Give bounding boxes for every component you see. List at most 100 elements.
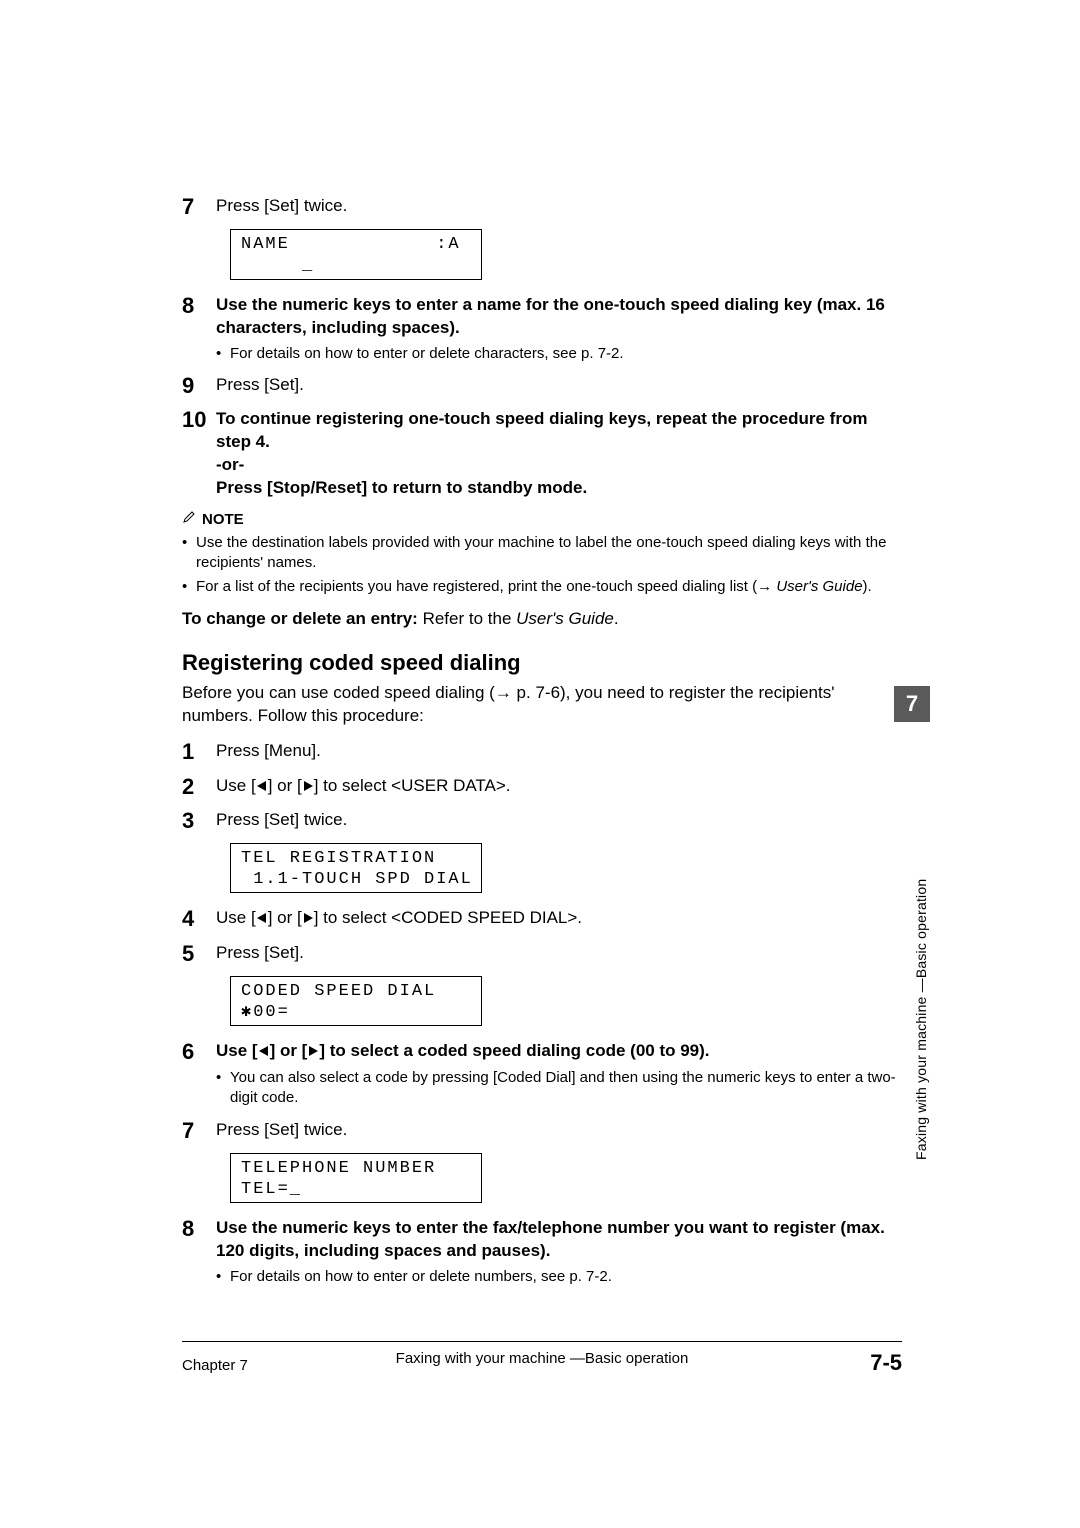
lcd-display-3: CODED SPEED DIAL ✱00= xyxy=(230,976,482,1027)
footer-page-number: 7-5 xyxy=(870,1350,902,1376)
step-body: Use [] or [] to select a coded speed dia… xyxy=(216,1040,902,1108)
step-title: Use the numeric keys to enter a name for… xyxy=(216,294,902,340)
step-number: 7 xyxy=(182,195,216,219)
footer-title: Faxing with your machine —Basic operatio… xyxy=(396,1350,689,1367)
note-header: NOTE xyxy=(182,510,902,529)
page-footer: Chapter 7 Faxing with your machine —Basi… xyxy=(182,1341,902,1376)
triangle-right-icon xyxy=(302,776,314,799)
bullet-text: For details on how to enter or delete nu… xyxy=(230,1267,902,1287)
step-number: 7 xyxy=(182,1119,216,1143)
text: For a list of the recipients you have re… xyxy=(196,578,757,595)
bullet-dot: • xyxy=(216,1267,230,1287)
footer-chapter: Chapter 7 xyxy=(182,1357,248,1374)
bullet-dot: • xyxy=(216,344,230,364)
triangle-right-icon xyxy=(307,1041,319,1064)
lcd-line: _ xyxy=(241,256,314,275)
step-number: 8 xyxy=(182,294,216,364)
step-title: Use [ ] or [ ] to select <USER DATA>. xyxy=(216,775,902,799)
text: ). xyxy=(863,578,872,595)
text: Before you can use coded speed dialing ( xyxy=(182,683,495,702)
step-8a: 8 Use the numeric keys to enter a name f… xyxy=(182,294,902,364)
step-title: Press [Set] twice. xyxy=(216,809,902,833)
bullet: • For details on how to enter or delete … xyxy=(216,344,902,364)
step-1b: 1 Press [Menu]. xyxy=(182,740,902,764)
lcd-display-1: NAME :A _ xyxy=(230,229,482,280)
lcd-display-2: TEL REGISTRATION 1.1-TOUCH SPD DIAL xyxy=(230,843,482,894)
step-title: Press [Set] twice. xyxy=(216,1119,902,1143)
section-heading: Registering coded speed dialing xyxy=(182,650,902,676)
note-bullets: • Use the destination labels provided wi… xyxy=(182,533,902,598)
bullet-dot: • xyxy=(182,577,196,597)
text: Use [ xyxy=(216,1041,258,1060)
text: ] or [ xyxy=(268,776,302,795)
bullet-text: For details on how to enter or delete ch… xyxy=(230,344,902,364)
step-title: Press [Set] twice. xyxy=(216,195,902,219)
bullet: • For details on how to enter or delete … xyxy=(216,1267,902,1287)
step-10a: 10 To continue registering one-touch spe… xyxy=(182,408,902,500)
note-bullet: • Use the destination labels provided wi… xyxy=(182,533,902,574)
text-italic: User's Guide xyxy=(776,578,862,595)
text: ] to select <CODED SPEED DIAL>. xyxy=(314,908,582,927)
triangle-left-icon xyxy=(256,908,268,931)
step-7b: 7 Press [Set] twice. xyxy=(182,1119,902,1143)
lcd-line: TELEPHONE NUMBER xyxy=(241,1159,436,1178)
step-title: Press [Menu]. xyxy=(216,740,902,764)
arrow-icon: → xyxy=(495,683,512,702)
step-line: To continue registering one-touch speed … xyxy=(216,408,902,454)
triangle-left-icon xyxy=(258,1041,270,1064)
step-2b: 2 Use [ ] or [ ] to select <USER DATA>. xyxy=(182,775,902,799)
bullet-text: Use the destination labels provided with… xyxy=(196,533,902,574)
step-number: 4 xyxy=(182,907,216,931)
triangle-left-icon xyxy=(256,776,268,799)
step-or: -or- xyxy=(216,454,902,477)
chapter-tab: 7 xyxy=(894,686,930,722)
triangle-right-icon xyxy=(302,908,314,931)
step-number: 2 xyxy=(182,775,216,799)
text: ] or [ xyxy=(268,908,302,927)
note-bullet: • For a list of the recipients you have … xyxy=(182,577,902,597)
text: Use [ xyxy=(216,908,256,927)
step-body: Use the numeric keys to enter the fax/te… xyxy=(216,1217,902,1287)
step-title: Press [Set]. xyxy=(216,374,902,398)
step-7a: 7 Press [Set] twice. xyxy=(182,195,902,219)
step-number: 8 xyxy=(182,1217,216,1287)
text-italic: User's Guide xyxy=(516,609,614,628)
lcd-display-4: TELEPHONE NUMBER TEL=_ xyxy=(230,1153,482,1204)
step-line: Press [Stop/Reset] to return to standby … xyxy=(216,477,902,500)
text: ] or [ xyxy=(270,1041,308,1060)
step-number: 9 xyxy=(182,374,216,398)
side-chapter-title: Faxing with your machine —Basic operatio… xyxy=(913,740,929,1160)
step-body: Use the numeric keys to enter a name for… xyxy=(216,294,902,364)
text: Use [ xyxy=(216,776,256,795)
step-body: To continue registering one-touch speed … xyxy=(216,408,902,500)
step-3b: 3 Press [Set] twice. xyxy=(182,809,902,833)
step-number: 3 xyxy=(182,809,216,833)
lcd-line: NAME :A xyxy=(241,235,461,254)
bullet-dot: • xyxy=(216,1068,230,1109)
text: . xyxy=(614,609,619,628)
step-title: Press [Set]. xyxy=(216,942,902,966)
bullet-text: For a list of the recipients you have re… xyxy=(196,577,902,597)
step-number: 10 xyxy=(182,408,216,500)
step-8b: 8 Use the numeric keys to enter the fax/… xyxy=(182,1217,902,1287)
page-content: 7 Press [Set] twice. NAME :A _ 8 Use the… xyxy=(182,195,902,1298)
lcd-line: TEL REGISTRATION xyxy=(241,849,436,868)
step-title: Use [ ] or [ ] to select <CODED SPEED DIAL… xyxy=(216,907,902,931)
step-4b: 4 Use [ ] or [ ] to select <CODED SPEED DI… xyxy=(182,907,902,931)
bullet-text: You can also select a code by pressing [… xyxy=(230,1068,902,1109)
arrow-icon: → xyxy=(757,578,772,595)
text: ] to select <USER DATA>. xyxy=(314,776,511,795)
section-intro: Before you can use coded speed dialing (… xyxy=(182,682,902,728)
chapter-tab-number: 7 xyxy=(906,691,918,717)
step-number: 5 xyxy=(182,942,216,966)
lcd-line: 1.1-TOUCH SPD DIAL xyxy=(241,870,473,889)
text: Refer to the xyxy=(418,609,516,628)
bullet: • You can also select a code by pressing… xyxy=(216,1068,902,1109)
step-9a: 9 Press [Set]. xyxy=(182,374,902,398)
step-5b: 5 Press [Set]. xyxy=(182,942,902,966)
note-label: NOTE xyxy=(202,511,244,528)
step-title: Use [] or [] to select a coded speed dia… xyxy=(216,1040,902,1064)
step-number: 6 xyxy=(182,1040,216,1108)
pencil-icon xyxy=(182,510,196,529)
step-title: Use the numeric keys to enter the fax/te… xyxy=(216,1217,902,1263)
